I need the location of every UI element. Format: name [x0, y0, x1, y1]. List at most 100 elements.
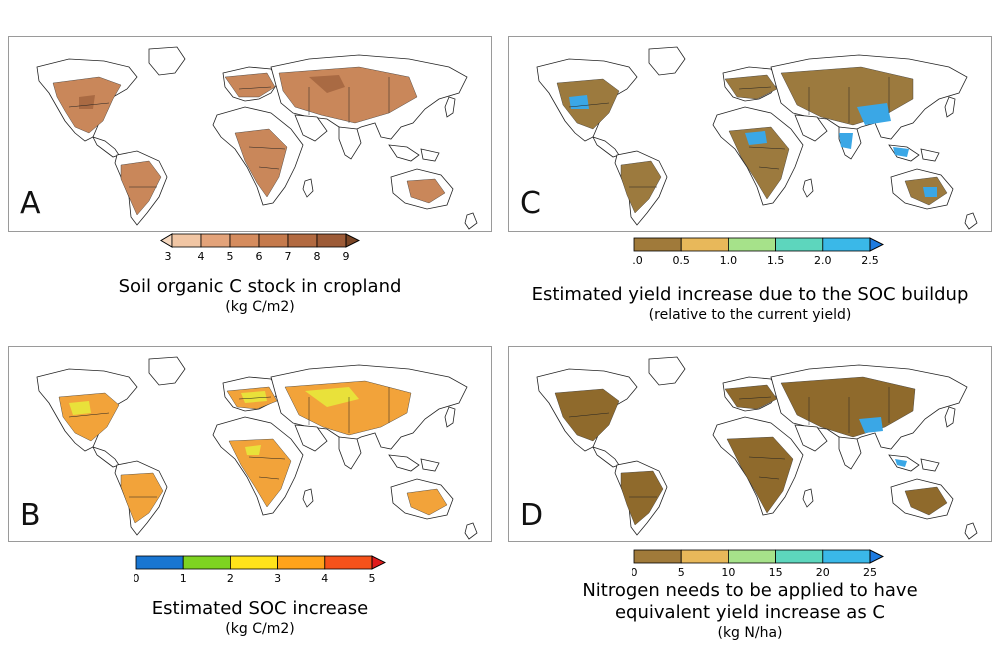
caption-c: Estimated yield increase due to the SOC …: [500, 284, 1000, 324]
colorbar-tick-label: 15: [769, 566, 783, 579]
world-map-b: [9, 347, 491, 541]
land-outline: [149, 47, 185, 75]
panel-letter-b: B: [20, 498, 41, 533]
value-highlight-region: [69, 401, 91, 415]
land-outline: [795, 425, 827, 451]
colorbar-segment: [278, 556, 325, 569]
colorbar-tick-label: 5: [678, 566, 685, 579]
colorbar-segment: [634, 238, 681, 251]
map-unit-a: (kg C/m2): [60, 298, 460, 316]
land-outline: [93, 137, 119, 157]
colorbar-tick-label: 8: [314, 250, 321, 263]
land-outline: [421, 459, 439, 471]
value-highlight-region: [79, 95, 95, 109]
colorbar-segment: [776, 238, 823, 251]
land-outline: [445, 407, 455, 427]
cropland-region: [121, 161, 161, 215]
land-outline: [149, 357, 185, 385]
cropland-region: [621, 471, 663, 525]
colorbar-segment: [728, 238, 775, 251]
caption-a: Soil organic C stock in cropland (kg C/m…: [60, 276, 460, 316]
world-map-d: [509, 347, 991, 541]
world-map-c: [509, 37, 991, 231]
colorbar-tick-label: 4: [321, 572, 328, 585]
land-outline: [795, 115, 827, 141]
colorbar-a: 3 4 5 6 7 8 9: [160, 232, 360, 264]
colorbar-d: 0 5 10 15 20 25: [632, 548, 884, 580]
map-frame-b: [8, 346, 492, 542]
land-outline: [295, 115, 327, 141]
colorbar-segment: [681, 238, 728, 251]
land-outline: [649, 357, 685, 385]
colorbar-tick-label: 3: [165, 250, 172, 263]
cropland-region: [121, 473, 163, 523]
colorbar-segment: [823, 238, 870, 251]
colorbar-tick-label: 9: [343, 250, 350, 263]
colorbar-segment: [634, 550, 681, 563]
world-map-a: [9, 37, 491, 231]
land-outline: [649, 47, 685, 75]
land-outline: [303, 179, 313, 197]
land-outline: [945, 97, 955, 117]
land-outline: [839, 437, 861, 469]
colorbar-segment: [230, 234, 259, 247]
colorbar-extend-low: [161, 234, 172, 247]
land-outline: [803, 179, 813, 197]
colorbar-tick-label: 0: [134, 572, 140, 585]
map-frame-d: [508, 346, 992, 542]
land-outline: [339, 437, 361, 469]
map-unit-c: (relative to the current yield): [500, 306, 1000, 324]
colorbar-tick-label: 25: [863, 566, 877, 579]
colorbar-tick-label: 2.0: [814, 254, 832, 267]
caption-d: Nitrogen needs to be applied to have equ…: [500, 580, 1000, 642]
panel-letter-c: C: [520, 186, 541, 221]
colorbar-segment: [317, 234, 346, 247]
land-outline: [303, 489, 313, 507]
value-highlight-region: [241, 391, 267, 403]
colorbar-segment: [325, 556, 372, 569]
map-title-d-line2: equivalent yield increase as C: [500, 602, 1000, 624]
land-outline: [965, 523, 977, 539]
colorbar-tick-label: 6: [256, 250, 263, 263]
value-highlight-region: [923, 187, 937, 197]
colorbar-segment: [172, 234, 201, 247]
map-unit-d: (kg N/ha): [500, 624, 1000, 642]
colorbar-tick-label: 20: [816, 566, 830, 579]
colorbar-segment: [776, 550, 823, 563]
land-outline: [389, 145, 419, 161]
land-outline: [945, 407, 955, 427]
colorbar-segment: [288, 234, 317, 247]
caption-b: Estimated SOC increase (kg C/m2): [60, 598, 460, 638]
colorbar-tick-label: 4: [198, 250, 205, 263]
colorbar-tick-label: 1: [180, 572, 187, 585]
land-outline: [421, 149, 439, 161]
colorbar-tick-label: 0.5: [672, 254, 690, 267]
colorbar-b: 012345: [134, 554, 386, 586]
map-title-a: Soil organic C stock in cropland: [60, 276, 460, 298]
land-outline: [93, 447, 119, 467]
colorbar-c: 0.0 0.5 1.0 1.5 2.0 2.5: [632, 236, 884, 268]
map-frame-c: [508, 36, 992, 232]
colorbar-tick-label: 10: [721, 566, 735, 579]
land-outline: [803, 489, 813, 507]
map-title-d-line1: Nitrogen needs to be applied to have: [500, 580, 1000, 602]
map-frame-a: [8, 36, 492, 232]
land-outline: [921, 459, 939, 471]
colorbar-extend-high: [346, 234, 359, 247]
colorbar-tick-label: 2: [227, 572, 234, 585]
colorbar-extend-high: [372, 556, 385, 569]
colorbar-tick-label: 5: [369, 572, 376, 585]
land-outline: [389, 455, 419, 471]
map-unit-b: (kg C/m2): [60, 620, 460, 638]
map-title-c: Estimated yield increase due to the SOC …: [500, 284, 1000, 306]
colorbar-segment: [230, 556, 277, 569]
map-title-b: Estimated SOC increase: [60, 598, 460, 620]
colorbar-extend-high: [870, 550, 883, 563]
colorbar-segment: [681, 550, 728, 563]
land-outline: [965, 213, 977, 229]
land-outline: [465, 213, 477, 229]
land-outline: [339, 127, 361, 159]
colorbar-tick-label: 0: [632, 566, 638, 579]
land-outline: [465, 523, 477, 539]
colorbar-tick-label: 1.0: [720, 254, 738, 267]
